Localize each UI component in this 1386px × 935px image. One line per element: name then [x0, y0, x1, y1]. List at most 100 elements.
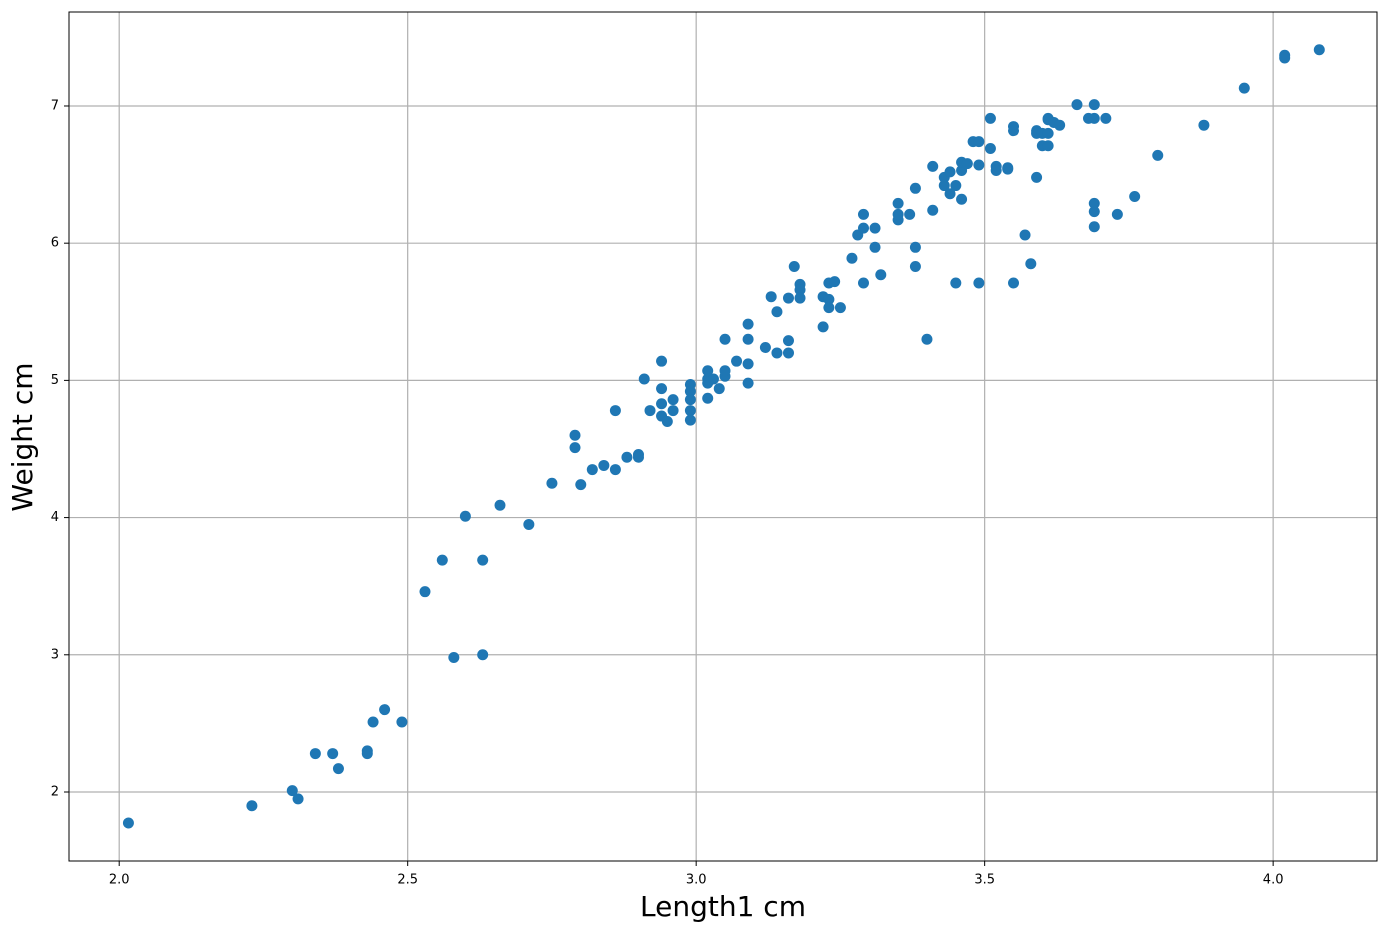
- point: [1031, 171, 1043, 183]
- point: [702, 365, 714, 377]
- point: [782, 347, 794, 359]
- point: [909, 241, 921, 253]
- point: [656, 383, 668, 395]
- point: [292, 793, 304, 805]
- point: [1042, 127, 1054, 139]
- point: [817, 321, 829, 333]
- point: [702, 392, 714, 404]
- point: [1198, 119, 1210, 131]
- point: [1088, 197, 1100, 209]
- point: [857, 208, 869, 220]
- point: [621, 451, 633, 463]
- point: [1279, 52, 1291, 64]
- y-tick-label: 7: [51, 98, 59, 113]
- point: [794, 284, 806, 296]
- point: [1152, 149, 1164, 161]
- point: [742, 358, 754, 370]
- point: [742, 333, 754, 345]
- point: [1042, 140, 1054, 152]
- point: [944, 188, 956, 200]
- point: [1313, 44, 1325, 56]
- point: [286, 785, 298, 797]
- point: [684, 405, 696, 417]
- point: [938, 180, 950, 192]
- plot-frame: [68, 11, 1378, 862]
- point: [632, 451, 644, 463]
- point: [1054, 119, 1066, 131]
- point: [869, 222, 881, 234]
- point: [834, 302, 846, 314]
- point: [909, 261, 921, 273]
- point: [309, 748, 321, 760]
- point: [731, 355, 743, 367]
- point: [246, 800, 258, 812]
- point: [719, 333, 731, 345]
- point: [1088, 99, 1100, 111]
- x-tick-label: 3.0: [686, 873, 707, 888]
- point: [569, 442, 581, 454]
- point: [892, 197, 904, 209]
- point: [973, 277, 985, 289]
- y-tick-label: 6: [51, 236, 59, 251]
- point: [1088, 221, 1100, 233]
- point: [1025, 258, 1037, 270]
- point: [1238, 82, 1250, 94]
- point: [436, 554, 448, 566]
- point: [459, 510, 471, 522]
- x-axis-title: Length1 cm: [640, 890, 806, 923]
- point: [823, 293, 835, 305]
- point: [823, 302, 835, 314]
- point: [361, 748, 373, 760]
- x-tick-label: 2.5: [397, 873, 418, 888]
- point: [609, 405, 621, 417]
- y-tick-label: 4: [51, 510, 59, 525]
- point: [857, 277, 869, 289]
- point: [586, 464, 598, 476]
- point: [396, 716, 408, 728]
- point: [846, 252, 858, 264]
- point: [984, 143, 996, 155]
- y-tick-label: 3: [51, 647, 59, 662]
- point: [829, 276, 841, 288]
- point: [122, 817, 134, 829]
- point: [782, 335, 794, 347]
- point: [1008, 277, 1020, 289]
- point: [904, 208, 916, 220]
- point: [765, 291, 777, 303]
- point: [921, 333, 933, 345]
- point: [661, 416, 673, 428]
- point: [638, 373, 650, 385]
- y-axis-title: Weight cm: [6, 362, 39, 511]
- point: [523, 518, 535, 530]
- point: [327, 748, 339, 760]
- x-tick-label: 2.0: [109, 873, 130, 888]
- point: [771, 347, 783, 359]
- point: [869, 241, 881, 253]
- point: [973, 159, 985, 171]
- point: [546, 477, 558, 489]
- point: [909, 182, 921, 194]
- point: [759, 341, 771, 353]
- point: [1129, 191, 1141, 203]
- point: [1008, 125, 1020, 137]
- point: [875, 269, 887, 281]
- point: [892, 208, 904, 220]
- point: [684, 414, 696, 426]
- point: [379, 704, 391, 716]
- point: [419, 586, 431, 598]
- point: [1088, 206, 1100, 218]
- point: [494, 499, 506, 511]
- point: [857, 222, 869, 234]
- x-tick-label: 4.0: [1263, 873, 1284, 888]
- point: [477, 554, 489, 566]
- point: [656, 355, 668, 367]
- point: [742, 318, 754, 330]
- point: [1088, 112, 1100, 124]
- point: [944, 166, 956, 178]
- point: [598, 459, 610, 471]
- point: [1019, 229, 1031, 241]
- point: [788, 261, 800, 273]
- point: [713, 383, 725, 395]
- x-tick-label: 3.5: [974, 873, 995, 888]
